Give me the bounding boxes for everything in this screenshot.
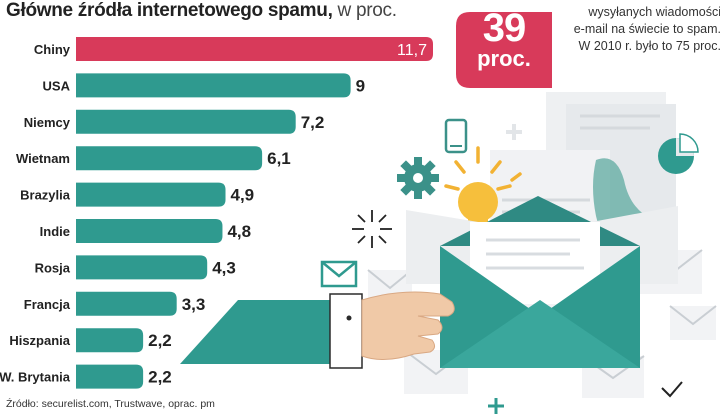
bar-hiszpania [76,328,144,353]
value-label: 9 [356,76,365,95]
bar-niemcy [76,109,296,134]
bar-wietnam [76,146,263,171]
plus-icon [488,398,504,414]
source-note: Źródło: securelist.com, Trustwave, oprac… [6,398,215,410]
callout-text: wysyłanych wiadomości e-mail na świecie … [556,4,720,55]
category-label: Rosja [35,260,71,275]
value-label: 4,3 [212,258,236,277]
open-envelope [406,196,678,368]
callout-line: wysyłanych wiadomości [588,5,720,19]
bar-w-brytania [76,364,144,389]
envelope-icon [669,305,717,340]
callout-badge-shape [456,12,552,88]
check-icon [661,381,683,398]
title-main: Główne źródła internetowego spamu, [6,0,333,21]
callout-badge [456,12,552,88]
title-unit: w proc. [332,0,397,21]
category-label: USA [43,78,71,93]
value-label: 4,9 [231,186,255,205]
bar-indie [76,219,223,243]
callout-line: W 2010 r. było to 75 proc. [578,39,720,53]
callout-unit: proc. [477,46,531,71]
bar-rosja [76,255,208,280]
spark-icon [352,210,392,248]
bar-brazylia [76,182,226,207]
category-label: Niemcy [24,115,71,130]
category-label: Wietnam [16,151,70,166]
bar-francja [76,291,177,316]
value-label: 2,2 [148,368,172,387]
category-label: Hiszpania [9,333,70,348]
phone-icon [444,118,468,154]
bar-usa [76,73,351,98]
value-label: 11,7 [397,42,427,59]
category-label: Brazylia [20,188,71,203]
category-label: W. Brytania [0,370,71,385]
category-label: Indie [40,224,70,239]
value-label: 3,3 [182,295,206,314]
value-label: 4,8 [227,222,251,241]
category-label: Chiny [34,42,71,57]
value-label: 6,1 [267,149,291,168]
plus-icon [506,124,522,140]
callout-number: 39 [482,6,527,50]
bar-chiny [76,37,433,61]
hand-illustration [180,291,455,369]
envelope-icon [320,260,358,288]
pie-chart-icon [658,133,699,174]
category-label: Francja [24,297,71,312]
chart-title: Główne źródła internetowego spamu, w pro… [6,0,397,22]
value-label: 2,2 [148,331,172,350]
callout-line: e-mail na świecie to spam. [573,22,720,36]
value-label: 7,2 [301,113,325,132]
